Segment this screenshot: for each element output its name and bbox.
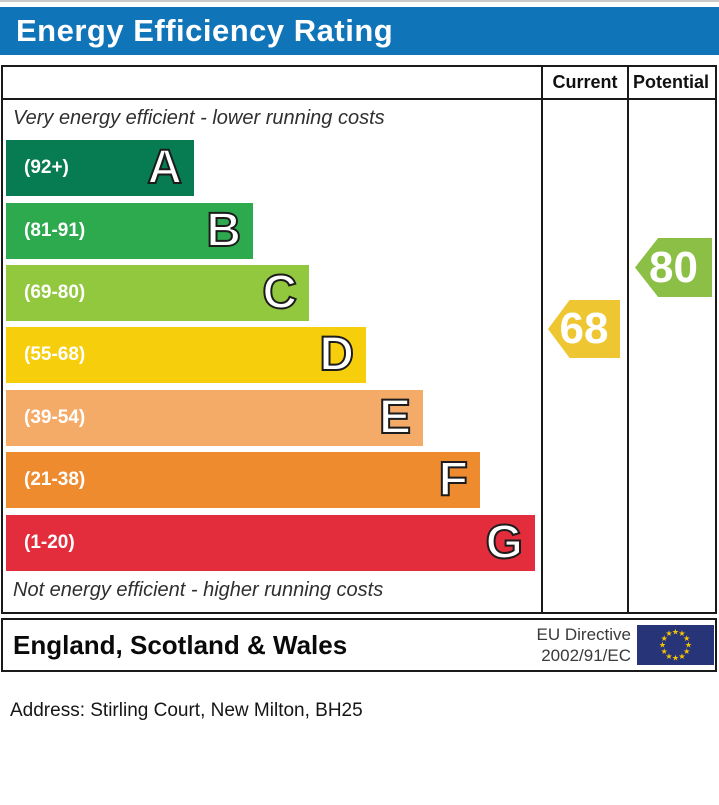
svg-text:★: ★ <box>661 634 668 643</box>
band-d-range: (55-68) <box>24 344 86 365</box>
header-divider <box>3 98 715 100</box>
note-very-efficient: Very energy efficient - lower running co… <box>13 107 385 129</box>
band-e: (39-54) E <box>6 390 423 446</box>
address-line: Address: Stirling Court, New Milton, BH2… <box>10 700 363 721</box>
band-e-range: (39-54) <box>24 407 86 428</box>
band-e-letter: E <box>378 390 412 445</box>
svg-text:★: ★ <box>685 641 692 650</box>
column-header-current: Current <box>552 72 618 92</box>
svg-text:★: ★ <box>665 629 672 638</box>
band-b-range: (81-91) <box>24 220 86 241</box>
svg-text:★: ★ <box>678 629 685 638</box>
svg-text:★: ★ <box>661 647 668 656</box>
svg-text:★: ★ <box>672 628 679 637</box>
title-bar: Energy Efficiency Rating <box>0 7 719 55</box>
band-a-letter: A <box>146 140 183 195</box>
band-g: (1-20) G <box>6 515 535 571</box>
potential-column-divider <box>627 67 629 612</box>
eu-flag-icon: ★ ★★★★★★★★★★★ <box>637 625 714 665</box>
band-a: (92+) A <box>6 140 194 196</box>
potential-rating-marker: 80 <box>635 238 712 297</box>
eu-directive-line2: 2002/91/EC <box>541 646 631 665</box>
page-title: Energy Efficiency Rating <box>16 13 394 48</box>
column-header-potential: Potential <box>632 72 709 92</box>
svg-text:★: ★ <box>665 652 672 661</box>
band-b: (81-91) B <box>6 203 253 259</box>
current-column-divider <box>541 67 543 612</box>
band-d-letter: D <box>318 327 355 382</box>
band-c-letter: C <box>261 265 298 320</box>
svg-text:★: ★ <box>683 634 690 643</box>
potential-rating-value: 80 <box>649 242 698 292</box>
band-f-letter: F <box>438 452 469 507</box>
eu-directive-label: EU Directive 2002/91/EC <box>537 624 631 666</box>
svg-text:★: ★ <box>659 641 666 650</box>
band-g-range: (1-20) <box>24 532 75 553</box>
band-g-letter: G <box>485 515 524 570</box>
band-f-range: (21-38) <box>24 469 86 490</box>
rating-chart: Current Potential Very energy efficient … <box>1 65 717 614</box>
current-rating-value: 68 <box>559 304 609 353</box>
band-c: (69-80) C <box>6 265 309 321</box>
band-f: (21-38) F <box>6 452 480 508</box>
top-divider <box>0 0 719 2</box>
footer-bar: England, Scotland & Wales EU Directive 2… <box>1 618 717 672</box>
band-b-letter: B <box>205 203 242 258</box>
band-a-range: (92+) <box>24 157 69 178</box>
eu-directive-line1: EU Directive <box>536 625 631 644</box>
band-d: (55-68) D <box>6 327 366 383</box>
region-label: England, Scotland & Wales <box>13 629 348 660</box>
note-not-efficient: Not energy efficient - higher running co… <box>13 579 384 601</box>
current-rating-marker: 68 <box>548 300 620 358</box>
svg-text:★: ★ <box>672 654 679 663</box>
band-c-range: (69-80) <box>24 282 86 303</box>
svg-text:★: ★ <box>678 652 685 661</box>
svg-text:★: ★ <box>683 647 690 656</box>
